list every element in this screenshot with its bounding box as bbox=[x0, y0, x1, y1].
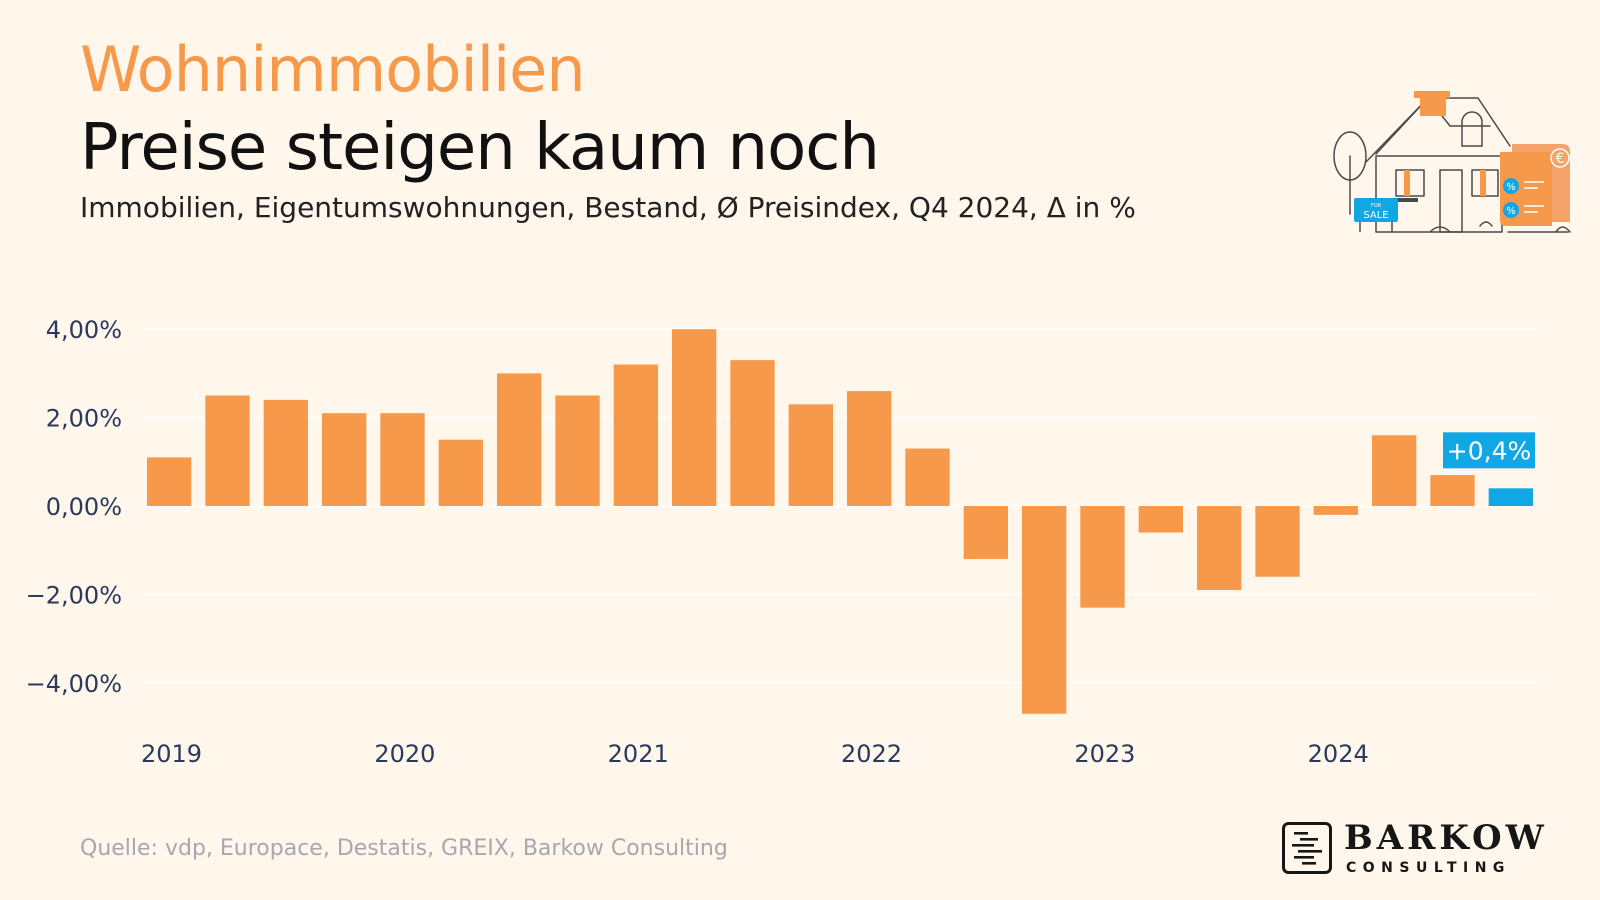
bar-q3-2023 bbox=[1197, 506, 1242, 590]
x-tick-label: 2022 bbox=[841, 740, 902, 768]
x-tick-label: 2019 bbox=[141, 740, 202, 768]
bar-q2-2023 bbox=[1138, 506, 1183, 533]
x-tick-label: 2023 bbox=[1074, 740, 1135, 768]
bar-q3-2024 bbox=[1430, 475, 1475, 506]
bar-q3-2021 bbox=[730, 360, 775, 506]
percent-symbol-1: % bbox=[1506, 182, 1516, 193]
y-tick-label: −2,00% bbox=[26, 581, 122, 609]
kicker: Wohnimmobilien bbox=[80, 33, 586, 106]
bar-q2-2019 bbox=[205, 395, 250, 506]
bar-q4-2022 bbox=[1022, 506, 1067, 714]
bar-q1-2019 bbox=[147, 457, 192, 506]
house-illustration: FOR SALE € % % bbox=[1333, 91, 1571, 233]
barkow-logo-mark-icon bbox=[1282, 822, 1332, 874]
logo-name: BARKOW bbox=[1344, 818, 1548, 858]
percent-symbol-2: % bbox=[1506, 206, 1516, 217]
page-title: Preise steigen kaum noch bbox=[80, 111, 880, 185]
bar-q2-2020 bbox=[438, 439, 483, 506]
bar-q2-2022 bbox=[905, 448, 950, 506]
y-axis-ticks: 4,00% 2,00% 0,00% −2,00% −4,00% bbox=[26, 316, 122, 698]
sign-small-text: FOR bbox=[1371, 203, 1382, 209]
x-tick-label: 2020 bbox=[374, 740, 435, 768]
highlight-data-label: +0,4% bbox=[1447, 436, 1531, 465]
bar-q1-2021 bbox=[613, 364, 658, 506]
bar-q4-2019 bbox=[322, 413, 367, 506]
data-labels: +0,4% bbox=[1443, 432, 1535, 469]
price-document-icon: € % % bbox=[1500, 144, 1570, 226]
subtitle: Immobilien, Eigentumswohnungen, Bestand,… bbox=[80, 191, 1136, 224]
sign-text: SALE bbox=[1363, 210, 1388, 221]
y-tick-label: −4,00% bbox=[26, 670, 122, 698]
euro-symbol: € bbox=[1556, 151, 1565, 167]
highlight-label-box bbox=[1443, 432, 1535, 469]
bar-q4-2023 bbox=[1255, 506, 1300, 577]
bar-q3-2019 bbox=[263, 399, 308, 506]
source-note: Quelle: vdp, Europace, Destatis, GREIX, … bbox=[80, 836, 728, 861]
x-tick-label: 2021 bbox=[608, 740, 669, 768]
bar-q1-2024 bbox=[1313, 506, 1358, 515]
house-accents bbox=[1382, 91, 1486, 202]
bar-q4-2020 bbox=[555, 395, 600, 506]
for-sale-sign: FOR SALE bbox=[1354, 198, 1398, 232]
bar-q3-2020 bbox=[497, 373, 542, 506]
bar-q4-2024 bbox=[1488, 488, 1533, 506]
bar-chart: 4,00% 2,00% 0,00% −2,00% −4,00% 2019 2020 2021… bbox=[26, 316, 1540, 768]
bar-q4-2021 bbox=[788, 404, 833, 506]
bar-q1-2022 bbox=[847, 391, 892, 506]
bar-q1-2023 bbox=[1080, 506, 1125, 608]
y-tick-label: 4,00% bbox=[46, 316, 122, 344]
bar-q2-2021 bbox=[672, 329, 717, 506]
gridlines bbox=[140, 328, 1540, 684]
x-axis-ticks: 2019 2020 2021 2022 2023 2024 bbox=[141, 740, 1369, 768]
bars bbox=[147, 329, 1533, 714]
y-tick-label: 2,00% bbox=[46, 405, 122, 433]
logo-subline: CONSULTING bbox=[1346, 860, 1511, 876]
x-tick-label: 2024 bbox=[1308, 740, 1369, 768]
bar-q1-2020 bbox=[380, 413, 425, 506]
barkow-logo[interactable]: BARKOW CONSULTING bbox=[1282, 818, 1582, 878]
bar-q2-2024 bbox=[1372, 435, 1417, 506]
y-tick-label: 0,00% bbox=[46, 493, 122, 521]
bar-q3-2022 bbox=[963, 506, 1008, 560]
